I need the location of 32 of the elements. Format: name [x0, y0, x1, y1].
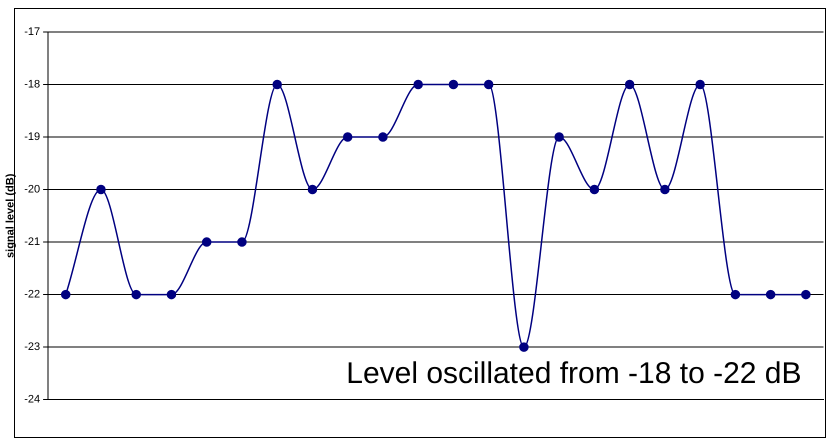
y-tick-label: -19 [24, 131, 40, 144]
y-tick-label: -20 [24, 184, 40, 196]
point [378, 132, 388, 142]
point [60, 290, 70, 300]
y-tick-label: -24 [24, 394, 40, 406]
y-axis-title: signal level (dB) [4, 173, 17, 258]
point [695, 80, 705, 90]
y-tick-label: -23 [24, 341, 40, 354]
point [308, 184, 318, 194]
point [484, 80, 494, 90]
point [624, 80, 634, 90]
point [519, 342, 529, 352]
y-tick-label: -18 [24, 78, 40, 91]
point [202, 237, 212, 247]
point [237, 237, 247, 247]
annotation: Level oscillated from -18 to -22 dB [346, 356, 802, 390]
point [554, 132, 564, 142]
point [166, 290, 176, 300]
y-tick-label: -21 [24, 236, 40, 248]
point [660, 184, 670, 194]
point [448, 80, 458, 90]
point [272, 80, 282, 90]
point [413, 80, 423, 90]
y-tick-label: -17 [24, 26, 40, 38]
point [342, 132, 352, 142]
point [801, 290, 811, 300]
y-tick-label: -22 [24, 288, 40, 301]
point [96, 184, 106, 194]
point [131, 290, 141, 300]
point [590, 184, 600, 194]
point [766, 290, 776, 300]
point [730, 290, 740, 300]
